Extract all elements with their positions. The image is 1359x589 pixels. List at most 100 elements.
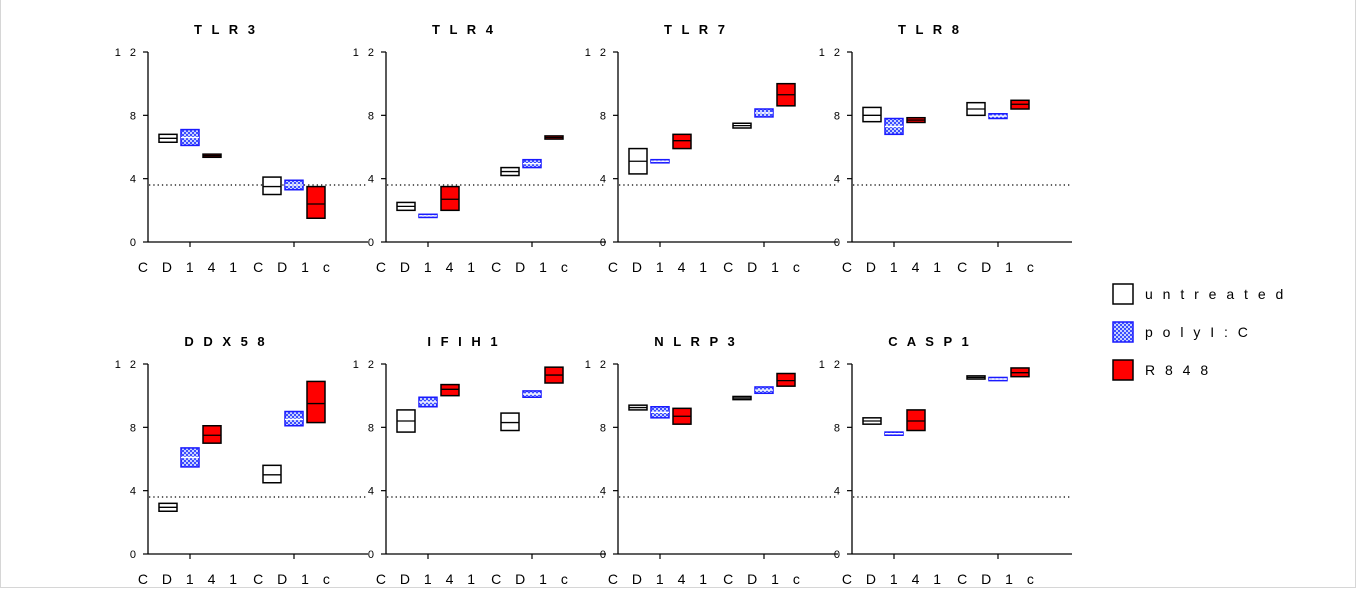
y-tick-label: 8 [130, 110, 139, 122]
box-0-0 [628, 404, 648, 411]
y-tick-label: 8 [834, 110, 843, 122]
x-tick-label: C D 1 4 1 [842, 571, 946, 587]
panel-title: I F I H 1 [427, 334, 500, 349]
y-tick-label: 4 [130, 486, 139, 498]
box-1-0 [180, 128, 200, 147]
box-1-0 [418, 396, 438, 408]
box-mark [776, 372, 796, 387]
panel-3: T L R 8 0 4 8 1 2 C D 1 4 1 C D 1 c [819, 22, 1072, 275]
y-tick-label: 0 [600, 549, 609, 561]
y-tick-label: 8 [368, 110, 377, 122]
y-tick-label: 1 2 [585, 359, 609, 371]
box-2-0 [202, 425, 222, 444]
box-1-0 [884, 431, 904, 437]
panel-title: T L R 8 [898, 22, 962, 37]
x-tick-label: C D 1 c [491, 571, 573, 587]
x-tick-label: C D 1 4 1 [608, 571, 712, 587]
legend-item-polyIC: p o l y I : C [1112, 321, 1248, 343]
panel-0: T L R 3 0 4 8 1 2 C D 1 4 1 C D 1 c [115, 22, 368, 275]
y-tick-label: 4 [834, 174, 843, 186]
x-tick-label: C D 1 c [723, 571, 805, 587]
box-2-0 [672, 133, 692, 150]
box-2-0 [440, 383, 460, 397]
box-1-1 [988, 113, 1008, 120]
box-1-0 [650, 406, 670, 419]
box-2-1 [776, 372, 796, 387]
y-tick-label: 0 [834, 237, 843, 249]
y-tick-label: 0 [368, 549, 377, 561]
y-tick-label: 1 2 [585, 47, 609, 59]
y-tick-label: 8 [130, 422, 139, 434]
box-0-0 [862, 417, 882, 425]
box-2-1 [776, 82, 796, 107]
box-mark [440, 383, 460, 397]
x-tick-label: C D 1 4 1 [376, 259, 480, 275]
legend-swatch [1112, 283, 1134, 305]
box-mark [500, 412, 520, 432]
box-mark [440, 185, 460, 212]
box-0-0 [396, 201, 416, 212]
x-tick-label: C D 1 c [723, 259, 805, 275]
y-tick-label: 4 [600, 174, 609, 186]
y-tick-label: 8 [600, 422, 609, 434]
box-0-1 [262, 176, 282, 196]
panel-4: D D X 5 8 0 4 8 1 2 C D 1 4 1 C D 1 c [115, 334, 368, 587]
y-tick-label: 0 [600, 237, 609, 249]
y-tick-label: 1 2 [819, 47, 843, 59]
panel-7: C A S P 1 0 4 8 1 2 C D 1 4 1 C D 1 c [819, 334, 1072, 587]
panel-1: T L R 4 0 4 8 1 2 C D 1 4 1 C D 1 c [353, 22, 606, 275]
box-mark [284, 410, 304, 427]
panel-title: T L R 3 [194, 22, 258, 37]
legend-label: R 8 4 8 [1145, 362, 1211, 378]
box-0-0 [396, 409, 416, 433]
box-2-1 [544, 366, 564, 384]
y-tick-label: 1 2 [115, 359, 139, 371]
legend-item-R848: R 8 4 8 [1112, 359, 1211, 381]
box-0-1 [732, 395, 752, 401]
x-tick-label: C D 1 c [491, 259, 573, 275]
y-tick-label: 4 [600, 486, 609, 498]
x-tick-label: C D 1 4 1 [376, 571, 480, 587]
panel-title: T L R 4 [432, 22, 496, 37]
y-tick-label: 0 [130, 549, 139, 561]
legend-item-untreated: u n t r e a t e d [1112, 283, 1286, 305]
y-tick-label: 1 2 [115, 47, 139, 59]
panel-title: N L R P 3 [654, 334, 738, 349]
x-tick-label: C D 1 4 1 [138, 259, 242, 275]
y-tick-label: 8 [600, 110, 609, 122]
legend-swatch [1112, 321, 1134, 343]
box-1-1 [284, 410, 304, 427]
y-tick-label: 4 [368, 486, 377, 498]
x-tick-label: C D 1 4 1 [138, 571, 242, 587]
box-0-1 [262, 464, 282, 484]
panel-6: N L R P 3 0 4 8 1 2 C D 1 4 1 C D 1 c [585, 334, 838, 587]
box-2-0 [440, 185, 460, 212]
y-tick-label: 0 [834, 549, 843, 561]
y-tick-label: 8 [368, 422, 377, 434]
box-1-0 [180, 447, 200, 468]
panel-title: D D X 5 8 [184, 334, 267, 349]
box-2-1 [306, 185, 326, 219]
box-1-0 [650, 158, 670, 164]
box-0-1 [966, 101, 986, 117]
y-tick-label: 4 [130, 174, 139, 186]
y-tick-label: 1 2 [819, 359, 843, 371]
box-1-1 [522, 390, 542, 398]
box-mark [672, 133, 692, 150]
legend-swatch [1112, 359, 1134, 381]
box-2-1 [1010, 99, 1030, 110]
x-tick-label: C D 1 4 1 [842, 259, 946, 275]
legend-label: u n t r e a t e d [1145, 286, 1286, 302]
x-tick-label: C D 1 c [253, 259, 335, 275]
x-tick-label: C D 1 c [957, 259, 1039, 275]
y-tick-label: 1 2 [353, 47, 377, 59]
box-2-1 [544, 135, 564, 140]
y-tick-label: 0 [130, 237, 139, 249]
y-tick-label: 4 [834, 486, 843, 498]
x-tick-label: C D 1 4 1 [608, 259, 712, 275]
box-0-1 [500, 412, 520, 432]
box-2-0 [906, 409, 926, 432]
box-1-0 [418, 213, 438, 219]
panel-title: T L R 7 [664, 22, 728, 37]
